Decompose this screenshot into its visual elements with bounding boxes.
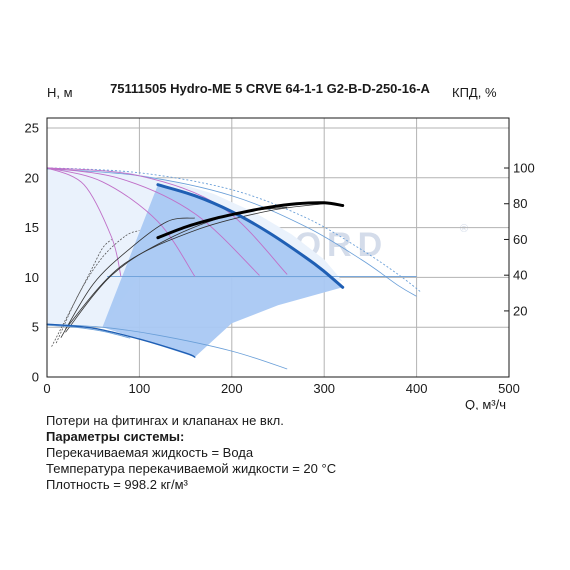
tick-labels: 0 100 200 300 400 500 0 5 10 15 20 25 20 40 60 80 100 bbox=[25, 120, 535, 396]
x-tick-label: 0 bbox=[43, 381, 50, 396]
y-tick-label: 25 bbox=[25, 120, 39, 135]
watermark-registered-symbol: ® bbox=[460, 223, 468, 235]
notes-block: Потери на фитингах и клапанах не вкл. Па… bbox=[46, 413, 336, 493]
note-density: Плотность = 998.2 кг/м³ bbox=[46, 477, 188, 492]
thin-curve-purple-1 bbox=[46, 167, 122, 277]
y2-tick-label: 20 bbox=[513, 303, 527, 318]
y2-axis-title: КПД, % bbox=[452, 85, 497, 100]
x-tick-label: 400 bbox=[406, 381, 428, 396]
y2-tick-label: 100 bbox=[513, 161, 535, 176]
y-tick-label: 20 bbox=[25, 170, 39, 185]
areas bbox=[47, 167, 343, 358]
pump-performance-chart: 75111505 Hydro-ME 5 CRVE 64-1-1 G2-B-D-2… bbox=[25, 81, 535, 410]
y-tick-label: 0 bbox=[32, 370, 39, 385]
x-tick-label: 200 bbox=[221, 381, 243, 396]
thin-curve-eff-curve-c bbox=[60, 217, 195, 338]
y-axis-title: H, м bbox=[47, 85, 73, 100]
y-tick-label: 15 bbox=[25, 220, 39, 235]
thin-curve-purple-4 bbox=[46, 167, 288, 275]
series-max-curve bbox=[156, 183, 345, 289]
thin-curve-h-curve-b bbox=[46, 323, 288, 370]
note-losses: Потери на фитингах и клапанах не вкл. bbox=[46, 413, 284, 428]
thin-curve-purple-3 bbox=[46, 167, 260, 276]
thin-curves bbox=[46, 167, 422, 370]
plot-frame bbox=[46, 117, 510, 378]
y-tick-label: 10 bbox=[25, 270, 39, 285]
note-temperature: Температура перекачиваемой жидкости = 20… bbox=[46, 461, 337, 476]
operating-area bbox=[102, 184, 343, 358]
y-tick-label: 5 bbox=[32, 320, 39, 335]
x-axis-title: Q, м³/ч bbox=[465, 397, 506, 410]
series-min-curve bbox=[46, 323, 196, 358]
x-tick-label: 500 bbox=[498, 381, 520, 396]
thin-curve-h-curve-a bbox=[46, 324, 131, 339]
series-efficiency-curve bbox=[156, 201, 345, 240]
x-tick-label: 100 bbox=[129, 381, 151, 396]
y2-tick-label: 40 bbox=[513, 268, 527, 283]
thin-curve-eff-curve-a bbox=[51, 239, 112, 347]
main-curves bbox=[46, 183, 345, 358]
thin-curve-eff-curve-e bbox=[65, 203, 325, 330]
thin-curve-purple-2 bbox=[46, 167, 196, 277]
note-system-params-heading: Параметры системы: bbox=[46, 429, 185, 444]
thin-curve-blue-dotted-outer bbox=[46, 167, 422, 293]
chart-title: 75111505 Hydro-ME 5 CRVE 64-1-1 G2-B-D-2… bbox=[110, 81, 430, 96]
note-liquid: Перекачиваемая жидкость = Вода bbox=[46, 445, 254, 460]
y2-tick-label: 60 bbox=[513, 232, 527, 247]
x-tick-label: 300 bbox=[313, 381, 335, 396]
plot-border bbox=[46, 117, 510, 378]
y2-tick-label: 80 bbox=[513, 196, 527, 211]
